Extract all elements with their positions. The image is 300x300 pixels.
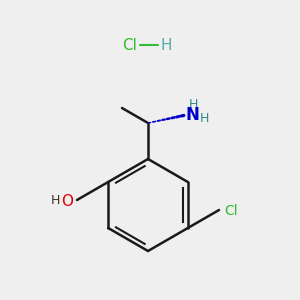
Text: H: H [188, 98, 198, 110]
Text: Cl: Cl [123, 38, 137, 52]
Text: H: H [199, 112, 209, 124]
Text: O: O [61, 194, 73, 208]
Text: H: H [160, 38, 172, 52]
Text: N: N [185, 106, 199, 124]
Text: H: H [50, 194, 60, 208]
Text: Cl: Cl [224, 204, 238, 218]
